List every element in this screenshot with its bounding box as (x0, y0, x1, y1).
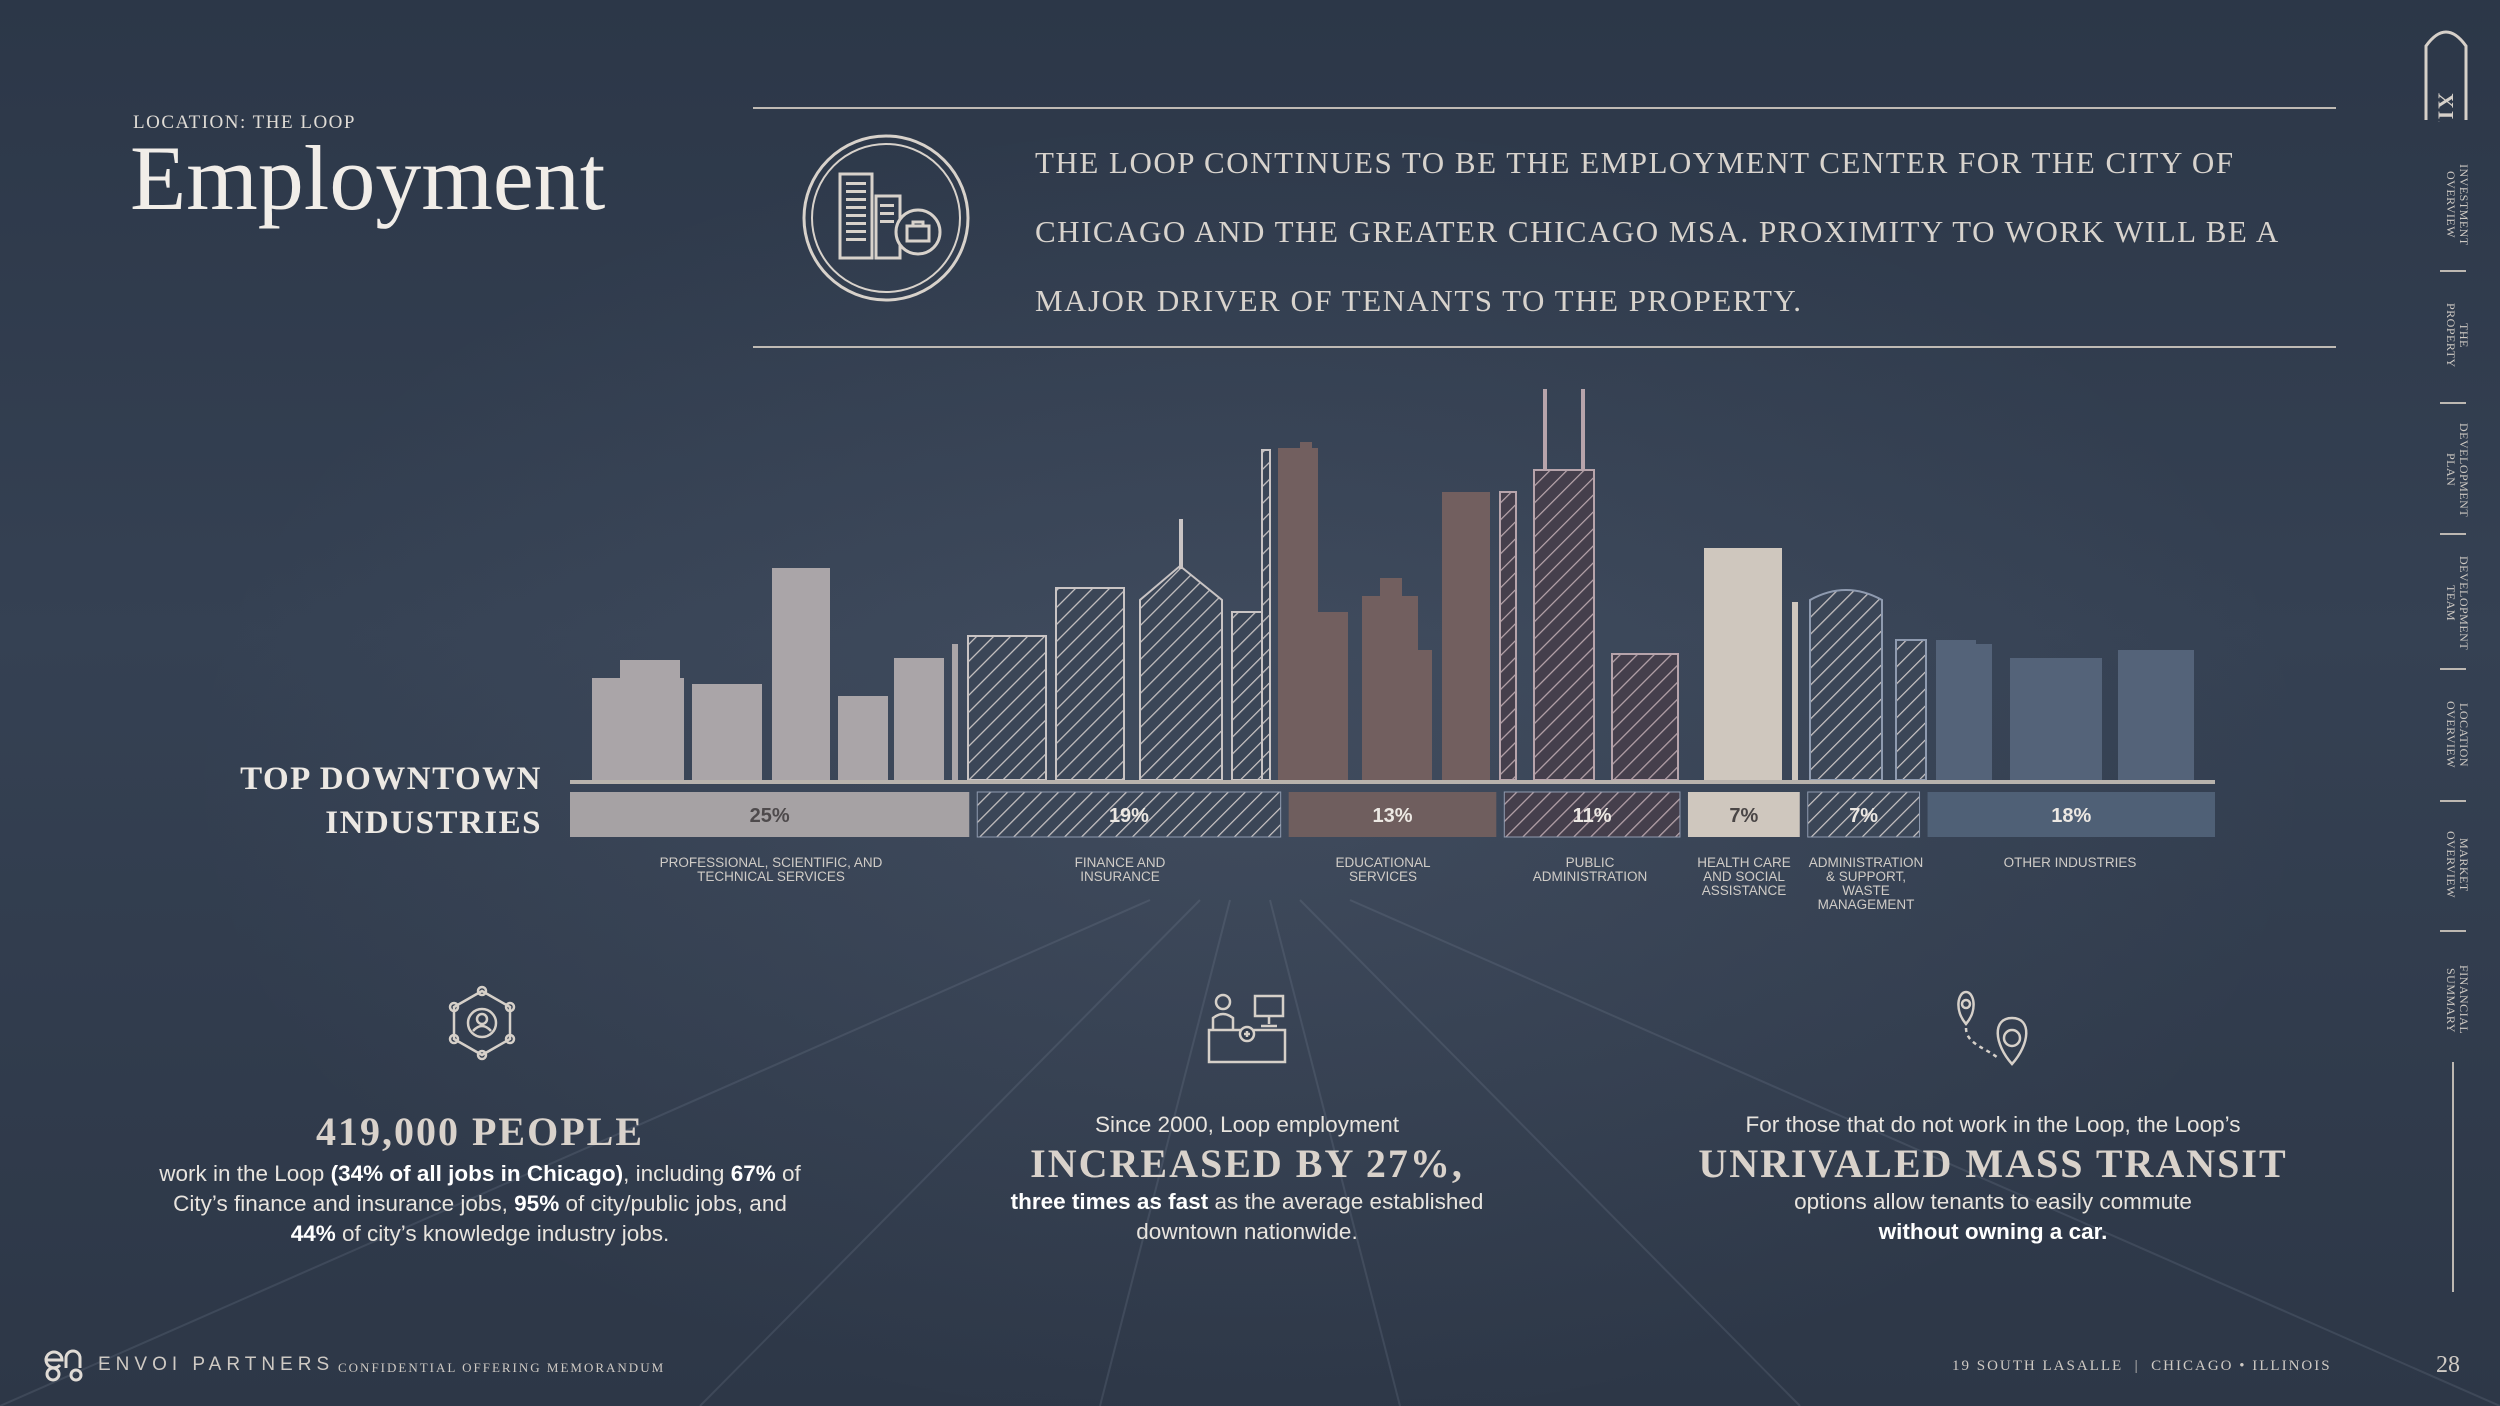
envoi-logo-icon (44, 1349, 83, 1382)
industry-bar-label-3: 13% (1372, 805, 1412, 827)
industry-bar-label-5: 7% (1729, 805, 1758, 827)
category-label-other: OTHER INDUSTRIES (2003, 855, 2137, 870)
nav-rule (2452, 1062, 2454, 1292)
stat-people-headline: 419,000 PEOPLE (315, 1109, 645, 1154)
nav-separator (2440, 800, 2466, 802)
category-label-finance: FINANCE AND INSURANCE (1074, 855, 1166, 884)
nav-separator (2440, 668, 2466, 670)
stat-people: 419,000 PEOPLE work in the Loop (34% of … (120, 1108, 840, 1249)
skyline-other (1936, 640, 2194, 780)
chart-heading-line2: INDUSTRIES (325, 805, 542, 841)
nav-investment-overview[interactable]: INVESTMENT OVERVIEW (2444, 164, 2471, 246)
nav-separator (2440, 930, 2466, 932)
stat-people-text: work in the Loop (34% of all jobs in Chi… (159, 1161, 801, 1246)
nav-the-property[interactable]: THE PROPERTY (2444, 302, 2471, 368)
chart-heading: TOP DOWNTOWN INDUSTRIES (220, 757, 542, 845)
industry-bar-4 (1503, 791, 1681, 838)
category-label-public-admin: PUBLIC ADMINISTRATION (1532, 855, 1648, 884)
intro-statement: THE LOOP CONTINUES TO BE THE EMPLOYMENT … (1035, 145, 2279, 318)
industry-bar-3 (1288, 792, 1497, 837)
skyline-admin-support (1809, 589, 1927, 781)
footer-memo: CONFIDENTIAL OFFERING MEMORANDUM (338, 1360, 666, 1375)
industry-bar-7 (1927, 792, 2215, 837)
skyline-education (1278, 442, 1490, 780)
skyline-finance (967, 449, 1271, 781)
xix-logo: XIX (2424, 30, 2468, 122)
industry-bar-5 (1687, 792, 1800, 837)
nav-separator (2440, 402, 2466, 404)
office-buildings-icon (802, 134, 970, 302)
skyline-professional (592, 568, 958, 780)
network-people-icon (448, 985, 516, 1061)
stat-growth: Since 2000, Loop employment INCREASED BY… (947, 1110, 1547, 1247)
xix-logo-text: XIX (2434, 93, 2459, 122)
stat-growth-text: three times as fast as the average estab… (1010, 1189, 1484, 1244)
divider-top (753, 107, 2336, 109)
industry-bar-2 (976, 791, 1282, 838)
divider-bottom (753, 346, 2336, 348)
nav-development-plan[interactable]: DEVELOPMENT PLAN (2444, 422, 2471, 518)
chart-heading-line1: TOP DOWNTOWN (240, 761, 542, 797)
page-title: Employment (130, 127, 606, 229)
map-route-icon (1957, 990, 2028, 1066)
nav-development-team[interactable]: DEVELOPMENT TEAM (2444, 555, 2471, 651)
stat-transit-headline: UNRIVALED MASS TRANSIT (1698, 1141, 2288, 1186)
nav-market-overview[interactable]: MARKET OVERVIEW (2444, 831, 2471, 899)
industry-bar-1 (570, 792, 970, 837)
industry-bar-label-1: 25% (750, 805, 790, 827)
stat-transit-intro: For those that do not work in the Loop, … (1745, 1112, 2241, 1137)
section-eyebrow: LOCATION: THE LOOP (133, 112, 356, 133)
chart-baseline (570, 780, 2215, 784)
stat-transit: For those that do not work in the Loop, … (1693, 1110, 2293, 1247)
stat-growth-intro: Since 2000, Loop employment (1095, 1112, 1399, 1137)
category-label-professional: PROFESSIONAL, SCIENTIFIC, AND TECHNICAL … (659, 855, 883, 884)
nav-financial-summary[interactable]: FINANCIAL SUMMARY (2444, 965, 2471, 1035)
footer-brand: ENVOI PARTNERS (98, 1354, 335, 1375)
industry-bar-label-6: 7% (1849, 805, 1878, 827)
skyline-public-admin (1499, 389, 1679, 781)
industry-bar-6 (1807, 791, 1921, 838)
desk-worker-icon (1207, 993, 1287, 1064)
industry-bar-label-4: 11% (1573, 805, 1612, 827)
nav-separator (2440, 270, 2466, 272)
industry-bar-label-7: 18% (2051, 805, 2091, 827)
category-label-health: HEALTH CARE AND SOCIAL ASSISTANCE (1697, 855, 1791, 898)
category-label-education: EDUCATIONAL SERVICES (1335, 855, 1431, 884)
stat-transit-text: options allow tenants to easily commute … (1794, 1189, 2192, 1244)
nav-location-overview[interactable]: LOCATION OVERVIEW (2444, 701, 2471, 769)
category-label-admin-support: ADMINISTRATION & SUPPORT, WASTE MANAGEME… (1808, 855, 1924, 912)
industry-bar-label-2: 19% (1109, 805, 1149, 827)
page-number: 28 (2436, 1352, 2460, 1378)
footer-address: 19 SOUTH LASALLE | CHICAGO • ILLINOIS (1952, 1358, 2332, 1374)
stat-growth-headline: INCREASED BY 27%, (1030, 1141, 1464, 1186)
nav-separator (2440, 533, 2466, 535)
skyline-health (1704, 548, 1798, 780)
